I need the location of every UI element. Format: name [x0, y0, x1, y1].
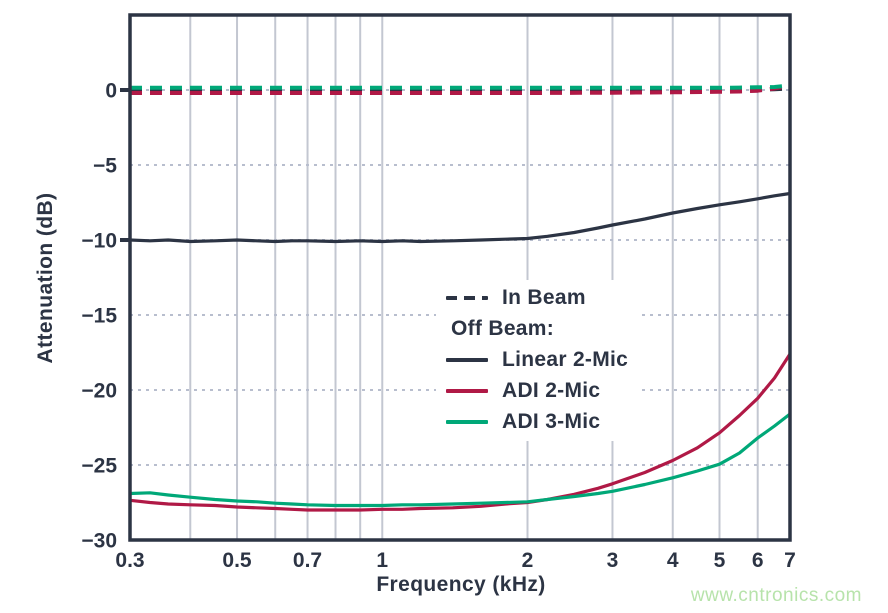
legend-label-off-beam-header: Off Beam: [451, 316, 555, 340]
x-tick-label: 2 [522, 549, 534, 572]
x-tick-label: 0.3 [115, 549, 144, 572]
series-off-beam-adi-2-mic [129, 353, 792, 512]
y-tick-label: −10 [81, 230, 117, 253]
y-axis-title: Attenuation (dB) [34, 192, 57, 364]
plot-border [128, 13, 792, 542]
x-tick-label: 3 [607, 549, 619, 572]
linear-2-mic-line-icon [446, 357, 488, 362]
legend-label-linear-2-mic: Linear 2-Mic [502, 347, 629, 371]
y-tick-label: −5 [93, 155, 117, 178]
adi-2-mic-line-icon [446, 388, 488, 393]
in-beam-dashed-line-icon [446, 295, 488, 300]
legend-label-in-beam: In Beam [502, 285, 586, 309]
legend-row-linear-2-mic: Linear 2-Mic [446, 344, 628, 375]
legend-label-adi-2-mic: ADI 2-Mic [502, 378, 601, 402]
x-tick-label: 0.7 [293, 549, 322, 572]
legend-row-adi-2-mic: ADI 2-Mic [446, 375, 628, 406]
x-tick-label: 6 [752, 549, 764, 572]
y-tick-label: −25 [81, 455, 117, 478]
series-off-beam-adi-3-mic [129, 412, 791, 508]
x-tick-label: 0.5 [222, 549, 252, 572]
x-tick-label: 7 [784, 549, 796, 572]
series-off-beam-linear-2-mic [129, 191, 791, 244]
y-tick-label: 0 [105, 80, 117, 103]
legend-row-off-beam-header: Off Beam: [446, 313, 628, 344]
y-tick-label: −30 [81, 530, 117, 553]
adi-3-mic-line-icon [446, 419, 488, 424]
watermark: www.cntronics.com [690, 585, 862, 606]
x-tick-label: 5 [714, 549, 726, 572]
legend-label-adi-3-mic: ADI 3-Mic [502, 409, 601, 433]
series-in-beam-linear-2-mic [130, 86, 791, 92]
series-in-beam-adi-3-mic [130, 83, 791, 90]
legend-row-in-beam: In Beam [446, 282, 628, 313]
series-in-beam-adi-2-mic [130, 83, 791, 95]
y-tick-label: −15 [81, 305, 117, 328]
x-axis-title: Frequency (kHz) [376, 573, 546, 596]
y-tick-label: −20 [81, 380, 117, 403]
legend-row-adi-3-mic: ADI 3-Mic [446, 406, 628, 437]
x-tick-label: 4 [667, 549, 679, 572]
x-tick-label: 1 [376, 549, 388, 572]
legend: In Beam Off Beam: Linear 2-Mic ADI 2-Mic… [436, 280, 639, 441]
